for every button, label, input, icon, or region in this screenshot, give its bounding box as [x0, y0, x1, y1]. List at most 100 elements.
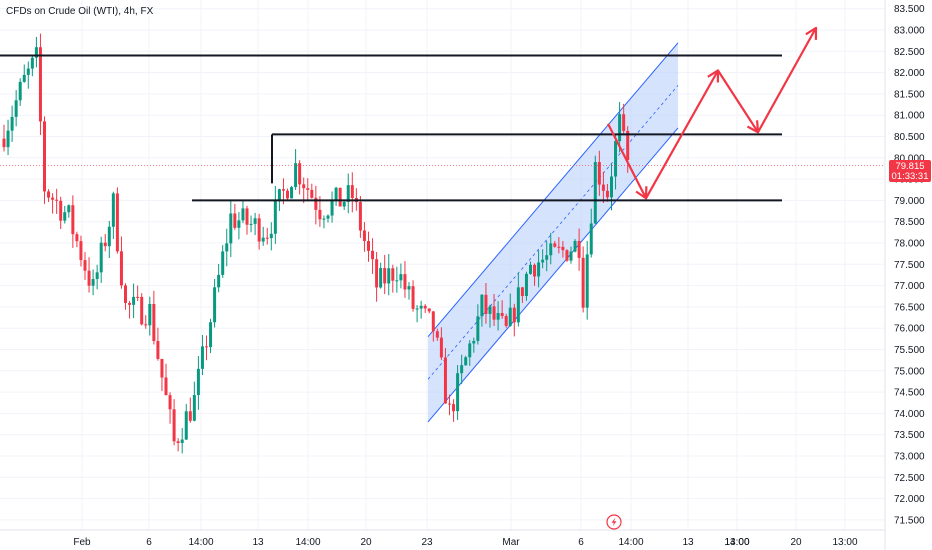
candle-body — [269, 233, 273, 239]
candle-body — [18, 81, 22, 101]
lightning-bolt-icon[interactable] — [606, 514, 622, 530]
candle-body — [302, 184, 306, 189]
x-tick-label: 14:00 — [724, 537, 749, 548]
candle-body — [43, 121, 46, 192]
candle-body — [549, 243, 553, 256]
candle-body — [618, 114, 622, 142]
x-tick-label: 20 — [790, 537, 802, 548]
candle-body — [180, 439, 184, 443]
x-tick-label: 6 — [146, 537, 152, 548]
y-axis[interactable]: 83.500 83.000 82.500 82.000 81.500 81.000 80.5… — [894, 4, 925, 526]
candle-body — [545, 255, 549, 260]
y-tick-label: 75.000 — [894, 366, 925, 377]
candle-body — [286, 190, 289, 199]
candle-body — [326, 215, 330, 219]
candle-body — [261, 237, 265, 242]
candle-body — [99, 242, 103, 273]
candle-body — [59, 200, 63, 221]
candle-body — [508, 307, 512, 326]
candle-body — [448, 403, 451, 405]
last-price-countdown: 01:33:31 — [892, 171, 929, 182]
candle-body — [367, 241, 370, 251]
arrow-head — [635, 186, 648, 200]
last-price-tag: 79.815 01:33:31 — [889, 160, 931, 182]
candle-body — [504, 316, 508, 326]
arrow-head — [805, 26, 818, 40]
candle-body — [14, 100, 18, 117]
candle-body — [597, 162, 601, 185]
candle-body — [565, 250, 569, 261]
channel-lower-line[interactable] — [427, 127, 679, 423]
candle-body — [241, 208, 245, 221]
candle-body — [585, 254, 589, 308]
candle-body — [330, 199, 334, 216]
candle-body — [10, 116, 14, 131]
candle-body — [601, 184, 605, 191]
candle-body — [184, 411, 188, 440]
candle-body — [140, 296, 144, 325]
candle-body — [119, 251, 123, 286]
candle-body — [573, 240, 577, 252]
candle-body — [516, 287, 520, 323]
y-tick-label: 76.000 — [894, 324, 925, 335]
y-tick-label: 78.500 — [894, 217, 925, 228]
candle-body — [569, 251, 573, 261]
projection-arrows[interactable] — [607, 26, 818, 200]
candle-body — [375, 259, 379, 288]
candle-body — [435, 331, 439, 338]
x-tick-label: 14:00 — [188, 537, 213, 548]
candle-body — [407, 286, 411, 290]
candle-body — [553, 243, 557, 247]
channel-upper-line[interactable] — [427, 42, 679, 338]
x-tick-label: Feb — [73, 537, 91, 548]
candle-body — [249, 223, 253, 225]
candle-body — [346, 185, 350, 202]
candle-body — [439, 337, 443, 358]
candle-body — [383, 268, 387, 284]
y-tick-label: 81.500 — [894, 89, 925, 100]
candle-body — [213, 287, 217, 323]
last-price-value: 79.815 — [895, 161, 924, 172]
arrow-head — [746, 120, 760, 134]
candle-body — [2, 138, 6, 148]
candle-body — [290, 187, 294, 199]
candle-body — [156, 340, 160, 359]
candle-body — [225, 243, 229, 252]
candle-body — [524, 273, 528, 297]
y-tick-label: 73.000 — [894, 452, 925, 463]
y-tick-label: 75.500 — [894, 345, 925, 356]
candle-body — [589, 223, 593, 255]
candle-body — [452, 404, 456, 412]
x-tick-label: 14:00 — [295, 537, 320, 548]
candle-body — [533, 264, 537, 277]
candle-body — [192, 395, 196, 421]
y-tick-label: 76.500 — [894, 302, 925, 313]
candle-body — [310, 189, 314, 198]
candle-body — [391, 268, 395, 281]
candle-body — [529, 264, 532, 274]
y-tick-label: 80.500 — [894, 132, 925, 143]
y-tick-label: 78.000 — [894, 239, 925, 250]
candle-body — [492, 306, 496, 320]
candle-body — [460, 365, 464, 374]
x-tick-label: 6 — [578, 537, 584, 548]
candle-body — [605, 190, 609, 198]
chart-grid — [0, 0, 885, 530]
y-tick-label: 71.500 — [894, 515, 925, 526]
candle-body — [537, 262, 541, 277]
channel-midline[interactable] — [427, 85, 679, 380]
candle-body — [200, 346, 204, 369]
candle-body — [30, 57, 34, 69]
candle-body — [411, 286, 415, 309]
candle-body — [87, 270, 91, 286]
candle-body — [557, 246, 561, 248]
candle-body — [253, 218, 257, 224]
candle-body — [415, 308, 419, 310]
candle-body — [379, 268, 383, 288]
x-axis[interactable]: Feb 6 14:00 13 14:00 20 23 Mar 6 14:00 13 14:00 20 13… — [73, 537, 858, 548]
candle-body — [419, 305, 423, 309]
horizontal-levels[interactable] — [0, 54, 885, 202]
candle-body — [338, 187, 342, 207]
candle-body — [512, 307, 516, 323]
